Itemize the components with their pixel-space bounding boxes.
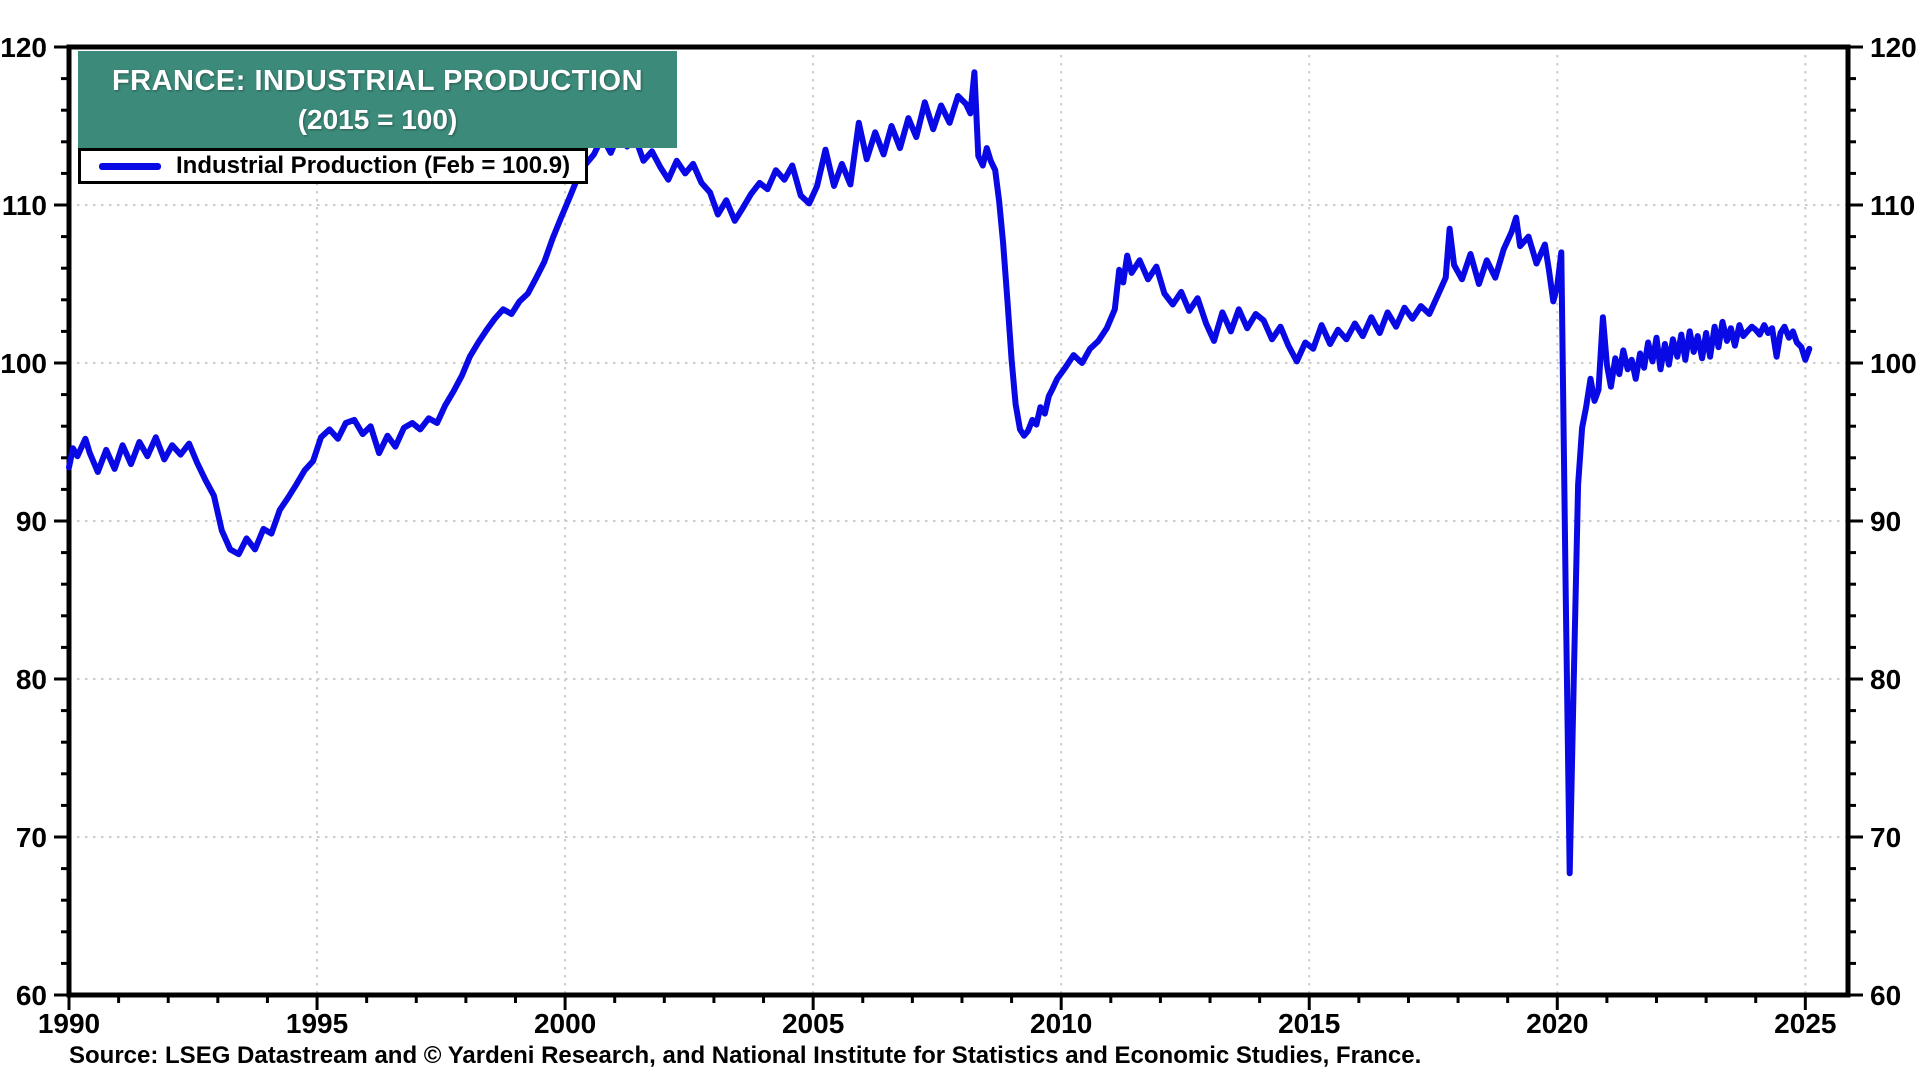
y-tick-label-left: 90 xyxy=(16,506,47,537)
y-tick-label-right: 60 xyxy=(1870,980,1901,1011)
x-tick-label: 2015 xyxy=(1278,1008,1340,1039)
series-line-industrial-production xyxy=(66,69,1813,877)
y-tick-label-right: 70 xyxy=(1870,822,1901,853)
x-tick-label: 1995 xyxy=(286,1008,348,1039)
legend: Industrial Production (Feb = 100.9) xyxy=(78,148,588,184)
y-tick-label-left: 120 xyxy=(0,32,47,63)
y-tick-label-left: 60 xyxy=(16,980,47,1011)
x-tick-label: 2005 xyxy=(782,1008,844,1039)
y-tick-label-left: 110 xyxy=(2,190,47,221)
chart-title-box: FRANCE: INDUSTRIAL PRODUCTION (2015 = 10… xyxy=(78,51,677,148)
y-tick-label-left: 100 xyxy=(0,348,47,379)
plot-frame xyxy=(66,44,1851,998)
chart-title: FRANCE: INDUSTRIAL PRODUCTION xyxy=(111,64,644,97)
legend-line-swatch xyxy=(99,162,161,170)
legend-label: Industrial Production (Feb = 100.9) xyxy=(176,152,571,179)
y-tick-label-right: 80 xyxy=(1870,664,1901,695)
chart-subtitle: (2015 = 100) xyxy=(297,103,458,135)
y-tick-label-right: 90 xyxy=(1870,506,1901,537)
y-tick-label-left: 70 xyxy=(16,822,47,853)
y-tick-label-right: 120 xyxy=(1870,32,1917,63)
y-tick-label-right: 100 xyxy=(1870,348,1917,379)
y-tick-label-left: 80 xyxy=(16,664,47,695)
y-tick-label-right: 110 xyxy=(1870,190,1915,221)
x-tick-label: 2025 xyxy=(1774,1008,1836,1039)
x-tick-label: 1990 xyxy=(38,1008,100,1039)
source-credit: Source: LSEG Datastream and © Yardeni Re… xyxy=(69,1042,1422,1069)
x-tick-label: 2010 xyxy=(1030,1008,1092,1039)
x-tick-label: 2000 xyxy=(534,1008,596,1039)
x-tick-label: 2020 xyxy=(1526,1008,1588,1039)
